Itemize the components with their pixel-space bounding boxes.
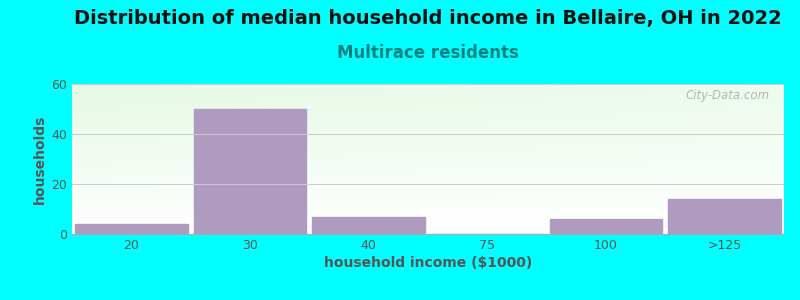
Text: Multirace residents: Multirace residents xyxy=(337,44,519,62)
Text: City-Data.com: City-Data.com xyxy=(686,88,770,101)
Y-axis label: households: households xyxy=(33,114,47,204)
X-axis label: household income ($1000): household income ($1000) xyxy=(324,256,532,270)
Bar xyxy=(75,224,188,234)
Bar xyxy=(550,219,662,234)
Bar xyxy=(194,109,306,234)
Text: Distribution of median household income in Bellaire, OH in 2022: Distribution of median household income … xyxy=(74,9,782,28)
Bar xyxy=(668,199,781,234)
Bar xyxy=(312,217,425,234)
